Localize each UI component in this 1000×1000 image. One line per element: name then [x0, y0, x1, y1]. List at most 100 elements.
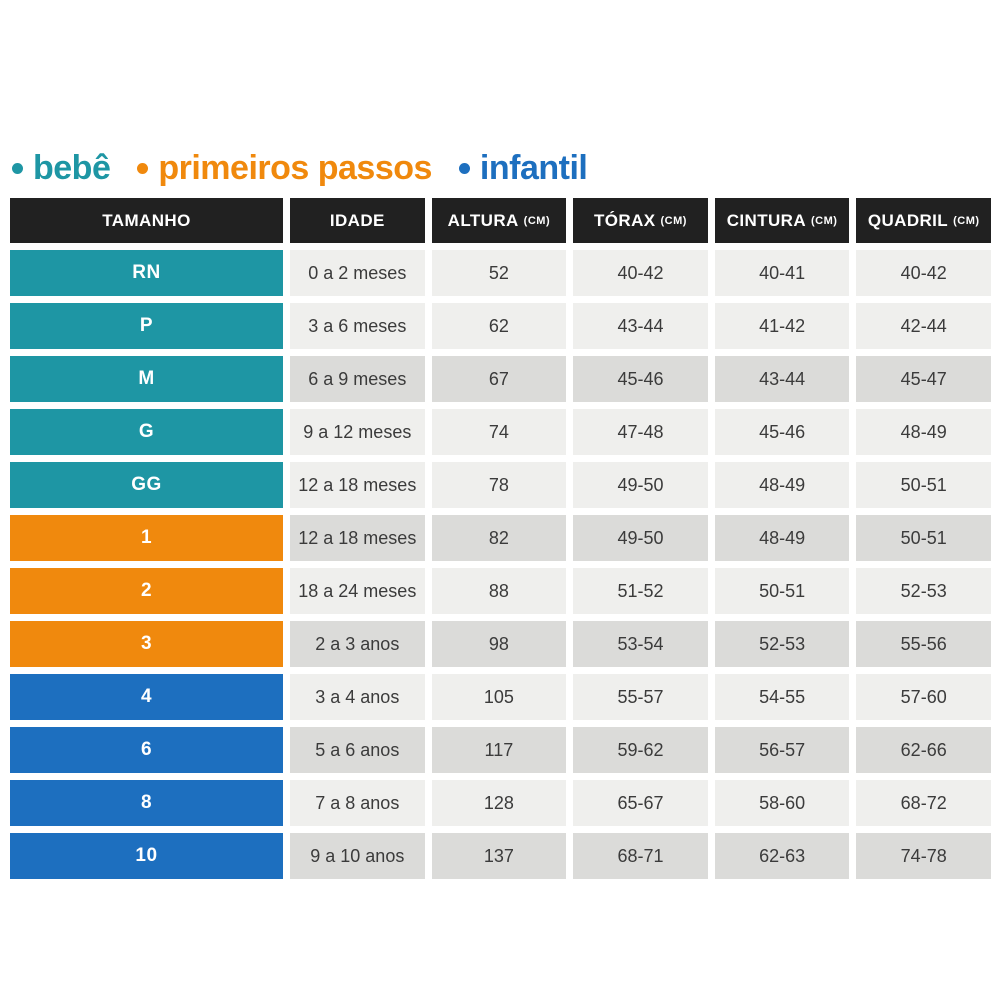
- torax-value: 68-71: [617, 845, 664, 866]
- table-row-size-cell: 6: [10, 727, 283, 773]
- cintura-cell: 62-63: [714, 833, 850, 879]
- torax-value: 47-48: [617, 421, 664, 442]
- idade-value: 6 a 9 meses: [308, 368, 407, 389]
- legend-item-primeiros-passos: primeiros passos: [137, 149, 432, 188]
- idade-value: 3 a 4 anos: [315, 686, 400, 707]
- idade-value: 2 a 3 anos: [315, 633, 400, 654]
- idade-value: 9 a 10 anos: [310, 845, 405, 866]
- torax-cell: 40-42: [573, 250, 708, 296]
- cintura-cell: 50-51: [714, 568, 850, 614]
- torax-value: 55-57: [617, 686, 664, 707]
- table-row-size-cell: 3: [10, 621, 283, 667]
- altura-cell: 74: [431, 409, 567, 455]
- altura-value: 78: [488, 474, 509, 495]
- table-row-size-cell: 4: [10, 674, 283, 720]
- torax-cell: 65-67: [573, 780, 708, 826]
- legend-label: bebê: [33, 148, 111, 187]
- altura-value: 105: [483, 686, 514, 707]
- torax-value: 53-54: [617, 633, 664, 654]
- quadril-value: 55-56: [900, 633, 947, 654]
- header-unit: (CM): [660, 214, 687, 227]
- size-label: 2: [140, 580, 153, 601]
- table-row-size-cell: 1: [10, 515, 283, 561]
- size-label: 6: [140, 739, 153, 760]
- column-header-torax: TÓRAX (CM): [573, 198, 708, 243]
- quadril-cell: 50-51: [856, 462, 991, 508]
- cintura-cell: 48-49: [714, 515, 850, 561]
- size-label: G: [138, 421, 155, 442]
- cintura-value: 52-53: [759, 633, 806, 654]
- idade-cell: 6 a 9 meses: [290, 356, 425, 402]
- quadril-value: 50-51: [900, 527, 947, 548]
- quadril-value: 48-49: [900, 421, 947, 442]
- table-row-size-cell: RN: [10, 250, 283, 296]
- cintura-cell: 41-42: [714, 303, 850, 349]
- column-header-altura: ALTURA (CM): [431, 198, 567, 243]
- cintura-cell: 48-49: [714, 462, 850, 508]
- cintura-value: 58-60: [759, 792, 806, 813]
- size-label: GG: [131, 474, 162, 495]
- idade-cell: 3 a 4 anos: [290, 674, 425, 720]
- column-header-quadril: QUADRIL (CM): [856, 198, 991, 243]
- idade-cell: 9 a 10 anos: [290, 833, 425, 879]
- category-legend: bebê primeiros passos infantil: [12, 0, 1000, 190]
- cintura-cell: 43-44: [714, 356, 850, 402]
- cintura-value: 43-44: [759, 368, 806, 389]
- quadril-value: 68-72: [900, 792, 947, 813]
- torax-value: 59-62: [617, 739, 664, 760]
- legend-item-infantil: infantil: [458, 148, 588, 188]
- quadril-value: 42-44: [900, 315, 947, 336]
- idade-cell: 7 a 8 anos: [290, 780, 425, 826]
- cintura-value: 62-63: [759, 845, 806, 866]
- column-header-cintura: CINTURA (CM): [714, 198, 850, 243]
- altura-cell: 52: [431, 250, 567, 296]
- torax-cell: 49-50: [573, 462, 708, 508]
- idade-value: 3 a 6 meses: [308, 315, 407, 336]
- cintura-value: 40-41: [759, 262, 806, 283]
- quadril-value: 40-42: [900, 262, 947, 283]
- idade-cell: 18 a 24 meses: [290, 568, 425, 614]
- idade-value: 12 a 18 meses: [298, 474, 417, 495]
- cintura-cell: 45-46: [714, 409, 850, 455]
- size-label: 3: [140, 633, 153, 654]
- legend-item-bebe: bebê: [12, 148, 111, 188]
- cintura-value: 50-51: [759, 580, 806, 601]
- quadril-value: 62-66: [900, 739, 947, 760]
- idade-value: 12 a 18 meses: [298, 527, 417, 548]
- table-row-size-cell: M: [10, 356, 283, 402]
- header-unit: (CM): [811, 214, 838, 227]
- torax-cell: 49-50: [573, 515, 708, 561]
- altura-value: 137: [483, 845, 514, 866]
- torax-cell: 47-48: [573, 409, 708, 455]
- legend-label: primeiros passos: [158, 148, 432, 187]
- altura-value: 88: [488, 580, 509, 601]
- table-row-size-cell: P: [10, 303, 283, 349]
- idade-cell: 2 a 3 anos: [290, 621, 425, 667]
- torax-cell: 43-44: [573, 303, 708, 349]
- quadril-cell: 55-56: [856, 621, 991, 667]
- header-label: CINTURA: [726, 210, 807, 230]
- torax-cell: 59-62: [573, 727, 708, 773]
- idade-value: 0 a 2 meses: [308, 262, 407, 283]
- altura-cell: 78: [431, 462, 567, 508]
- bullet-icon: [458, 162, 470, 174]
- altura-value: 82: [488, 527, 509, 548]
- idade-value: 9 a 12 meses: [303, 421, 412, 442]
- torax-value: 49-50: [617, 527, 664, 548]
- size-label: 1: [140, 527, 153, 548]
- altura-cell: 117: [431, 727, 567, 773]
- size-label: P: [139, 315, 154, 336]
- quadril-cell: 42-44: [856, 303, 991, 349]
- quadril-cell: 45-47: [856, 356, 991, 402]
- column-header-idade: IDADE: [290, 198, 425, 243]
- quadril-value: 45-47: [900, 368, 947, 389]
- torax-cell: 45-46: [573, 356, 708, 402]
- quadril-value: 52-53: [900, 580, 947, 601]
- idade-value: 7 a 8 anos: [315, 792, 400, 813]
- quadril-cell: 40-42: [856, 250, 991, 296]
- torax-cell: 68-71: [573, 833, 708, 879]
- altura-value: 62: [488, 315, 509, 336]
- size-label: 8: [140, 792, 153, 813]
- torax-value: 65-67: [617, 792, 664, 813]
- legend-label: infantil: [479, 148, 588, 187]
